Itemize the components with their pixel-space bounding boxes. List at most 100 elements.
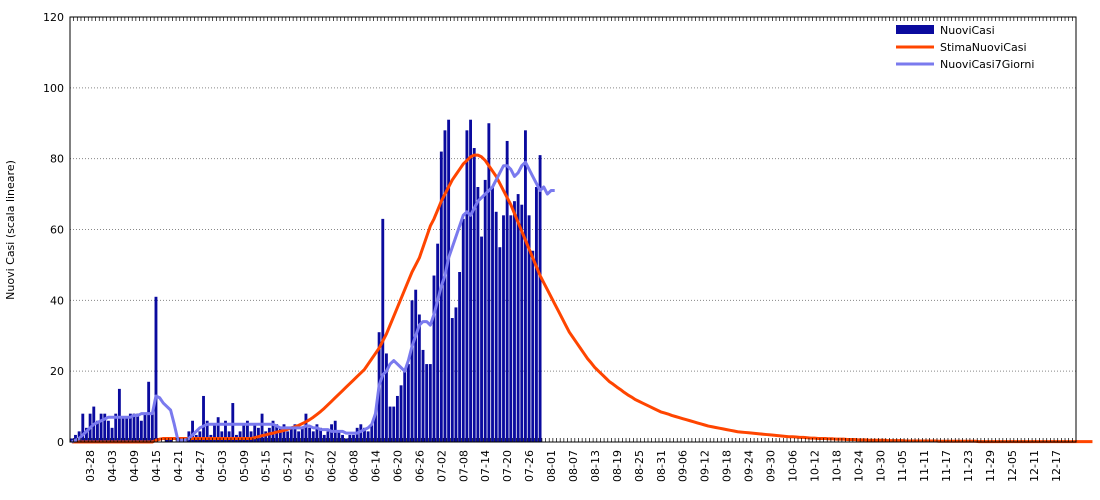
bar (520, 205, 523, 442)
bar (411, 300, 414, 442)
x-tick-label: 11-05 (896, 450, 909, 482)
bar (436, 244, 439, 442)
bar (381, 219, 384, 442)
x-tick-label: 10-24 (852, 450, 865, 482)
x-tick-label: 09-24 (743, 450, 756, 482)
y-tick-label: 40 (50, 294, 64, 307)
bar (133, 414, 136, 442)
y-tick-label: 0 (57, 436, 64, 449)
x-tick-label: 04-15 (150, 450, 163, 482)
bar (147, 382, 150, 442)
x-tick-label: 12-17 (1050, 450, 1063, 482)
bar (118, 389, 121, 442)
bar (539, 155, 542, 442)
bar (451, 318, 454, 442)
bar (403, 371, 406, 442)
bar (231, 403, 234, 442)
bar (418, 315, 421, 443)
bar (484, 180, 487, 442)
x-tick-label: 10-06 (787, 450, 800, 482)
bar (220, 431, 223, 442)
bar (440, 152, 443, 442)
bar (458, 272, 461, 442)
x-tick-label: 07-26 (523, 450, 536, 482)
bar (356, 428, 359, 442)
bar (326, 431, 329, 442)
bar (286, 431, 289, 442)
y-tick-label: 100 (43, 82, 64, 95)
x-tick-label: 04-03 (106, 450, 119, 482)
x-tick-label: 05-15 (260, 450, 273, 482)
x-tick-label: 06-14 (370, 450, 383, 482)
bar (480, 237, 483, 442)
bar (422, 350, 425, 442)
series-line-stimanuovicasi (72, 155, 1093, 442)
bar (337, 431, 340, 442)
x-tick-label: 10-30 (874, 450, 887, 482)
x-tick-label: 07-20 (501, 450, 514, 482)
bar (107, 421, 110, 442)
x-tick-label: 09-18 (721, 450, 734, 482)
bar (429, 364, 432, 442)
bar (502, 215, 505, 442)
gridlines (70, 88, 1076, 371)
x-tick-label: 06-20 (391, 450, 404, 482)
bar (308, 428, 311, 442)
bar (447, 120, 450, 442)
bar (407, 364, 410, 442)
x-tick-label: 11-29 (984, 450, 997, 482)
bar (517, 194, 520, 442)
line-series (72, 155, 1093, 442)
bar (498, 247, 501, 442)
bar (509, 215, 512, 442)
bar (476, 187, 479, 442)
bar (100, 414, 103, 442)
x-tick-label: 11-23 (962, 450, 975, 482)
x-tick-label: 05-21 (282, 450, 295, 482)
bar (136, 414, 139, 442)
bar (290, 428, 293, 442)
bar (144, 414, 147, 442)
bar (400, 385, 403, 442)
bar (392, 407, 395, 442)
x-tick-label: 09-06 (677, 450, 690, 482)
x-tick-label: 04-09 (128, 450, 141, 482)
legend-swatch-nuovicasi (896, 25, 934, 34)
bar (433, 276, 436, 442)
bar (469, 120, 472, 442)
bar (228, 431, 231, 442)
y-tick-label: 20 (50, 365, 64, 378)
x-tick-label: 07-08 (457, 450, 470, 482)
bar (250, 431, 253, 442)
x-tick-label: 04-27 (194, 450, 207, 482)
bar (535, 187, 538, 442)
x-tick-label: 11-11 (918, 450, 931, 482)
bar (491, 187, 494, 442)
bar (425, 364, 428, 442)
bar (341, 435, 344, 442)
bar (444, 130, 447, 442)
y-tick-label: 60 (50, 224, 64, 237)
bar (389, 407, 392, 442)
bar (524, 130, 527, 442)
bar (348, 435, 351, 442)
x-tick-label: 08-19 (611, 450, 624, 482)
bar (495, 212, 498, 442)
x-tick-label: 08-13 (589, 450, 602, 482)
bar (414, 290, 417, 442)
x-tick-label: 08-07 (567, 450, 580, 482)
tick-labels: 0 20 40 60 80 100 120 03-28 04-03 04-09 04-15 04-21… (43, 11, 1063, 482)
x-tick-label: 04-21 (172, 450, 185, 482)
bar (513, 201, 516, 442)
bar (239, 431, 242, 442)
x-tick-label: 07-14 (479, 450, 492, 482)
bar (352, 435, 355, 442)
bar (198, 431, 201, 442)
x-tick-label: 09-30 (765, 450, 778, 482)
x-tick-label: 07-02 (435, 450, 448, 482)
y-tick-label: 120 (43, 11, 64, 24)
x-tick-label: 06-26 (413, 450, 426, 482)
y-tick-label: 80 (50, 153, 64, 166)
